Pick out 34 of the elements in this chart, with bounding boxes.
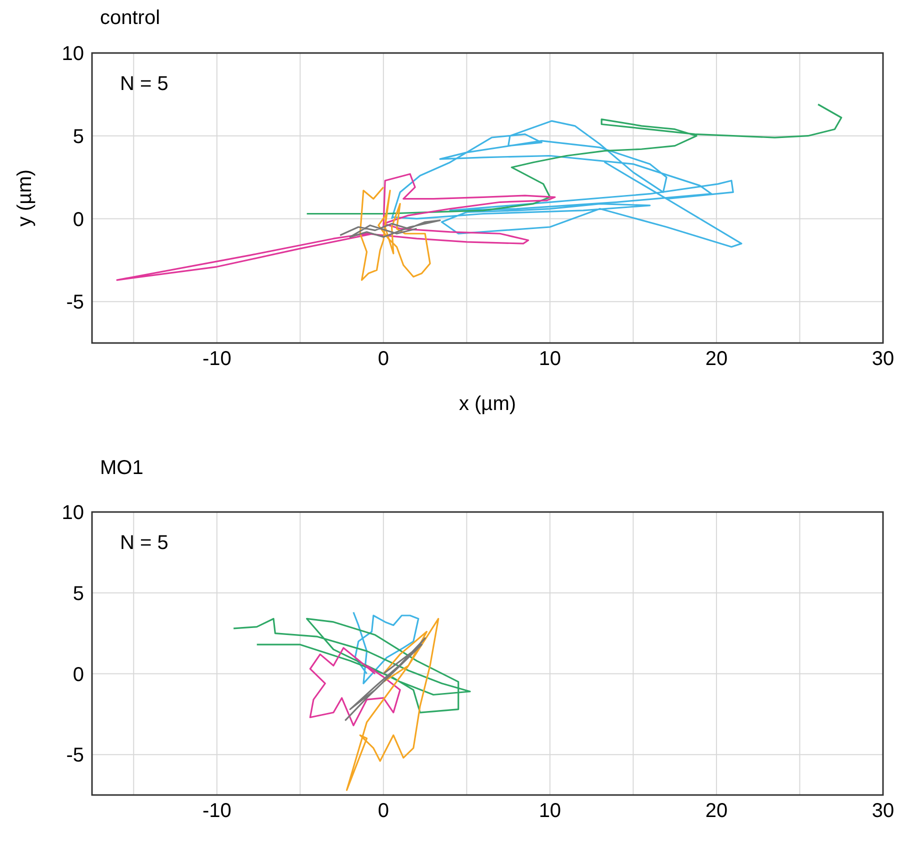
y-tick-label: 5 xyxy=(72,582,84,605)
y-axis-title: y (µm) xyxy=(14,169,36,227)
x-tick-label: 10 xyxy=(538,800,562,822)
line-series xyxy=(390,120,742,248)
line-series xyxy=(352,611,420,684)
x-tick-label: -10 xyxy=(202,800,232,822)
y-tick-label: 0 xyxy=(72,664,84,686)
x-tick-label: 30 xyxy=(872,800,894,822)
line-series xyxy=(232,618,471,714)
line-series xyxy=(306,104,842,215)
line-series xyxy=(359,186,431,281)
x-tick-label: 0 xyxy=(378,800,389,822)
line-series xyxy=(116,173,556,281)
x-axis-title: x (µm) xyxy=(458,393,516,415)
line-series xyxy=(344,637,426,722)
x-tick-label: 0 xyxy=(378,348,389,370)
line-series xyxy=(346,618,440,791)
chart-title: MO1 xyxy=(99,456,144,481)
y-tick-label: 5 xyxy=(72,126,84,148)
line-series xyxy=(339,220,441,238)
x-tick-label: 20 xyxy=(705,800,728,822)
y-tick-label: 10 xyxy=(62,502,84,524)
y-tick-label: 0 xyxy=(72,208,84,231)
annotation: N = 5 xyxy=(120,532,168,555)
chart-title: control xyxy=(99,7,162,31)
x-tick-label: 30 xyxy=(872,348,894,370)
line-series xyxy=(309,647,401,726)
y-tick-label: 10 xyxy=(62,43,84,66)
y-tick-label: -5 xyxy=(66,292,84,314)
annotation: N = 5 xyxy=(120,73,168,96)
x-tick-label: -10 xyxy=(202,348,232,370)
x-tick-label: 10 xyxy=(538,348,562,370)
y-tick-label: -5 xyxy=(66,744,84,767)
x-tick-label: 20 xyxy=(705,348,728,370)
